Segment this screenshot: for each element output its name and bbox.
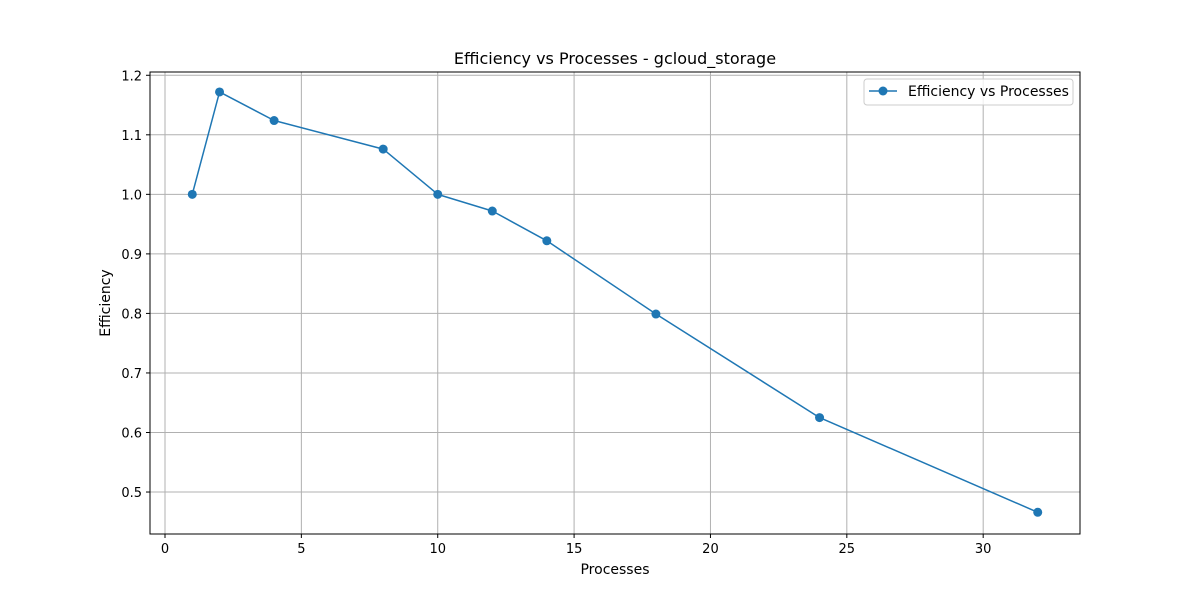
x-tick-label: 0: [161, 542, 169, 557]
data-point: [542, 236, 552, 246]
data-point: [433, 189, 443, 199]
series-line: [191, 91, 1039, 513]
grid: [150, 72, 1080, 534]
x-tick-label: 10: [429, 542, 446, 557]
x-tick-label: 20: [702, 542, 719, 557]
series: [187, 87, 1043, 517]
data-point: [651, 309, 661, 319]
y-tick-label: 1.2: [121, 69, 142, 84]
legend: Efficiency vs Processes: [863, 78, 1074, 106]
data-point: [815, 413, 825, 423]
x-tick-label: 15: [566, 542, 583, 557]
axes: [149, 71, 1081, 535]
data-point: [1033, 507, 1043, 517]
plot-frame: [149, 71, 1081, 535]
y-tick-label: 0.5: [121, 486, 142, 501]
y-tick-label: 0.7: [121, 367, 142, 382]
y-tick-label: 0.9: [121, 248, 142, 263]
x-axis-title: Processes: [580, 562, 649, 578]
y-tick-label: 0.8: [121, 307, 142, 322]
legend-marker-swatch: [878, 86, 888, 96]
y-tick-label: 1.0: [121, 188, 142, 203]
data-point: [378, 144, 388, 154]
legend-box: [863, 78, 1074, 106]
y-axis-title: Efficiency: [98, 269, 114, 336]
data-point: [187, 189, 197, 199]
data-point: [487, 206, 497, 216]
chart-title: Efficiency vs Processes - gcloud_storage: [454, 49, 776, 69]
data-point: [215, 87, 225, 97]
x-tick-label: 25: [839, 542, 856, 557]
data-point: [269, 116, 279, 126]
y-tick-label: 1.1: [121, 129, 142, 144]
ticks: 0 5 10 15 20 25 30 0.5 0.6 0.7 0.8 0.9 1.0 1.1 1.2: [121, 69, 991, 557]
x-tick-label: 30: [975, 542, 992, 557]
y-tick-label: 0.6: [121, 426, 142, 441]
x-tick-label: 5: [297, 542, 305, 557]
legend-label: Efficiency vs Processes: [908, 84, 1069, 100]
